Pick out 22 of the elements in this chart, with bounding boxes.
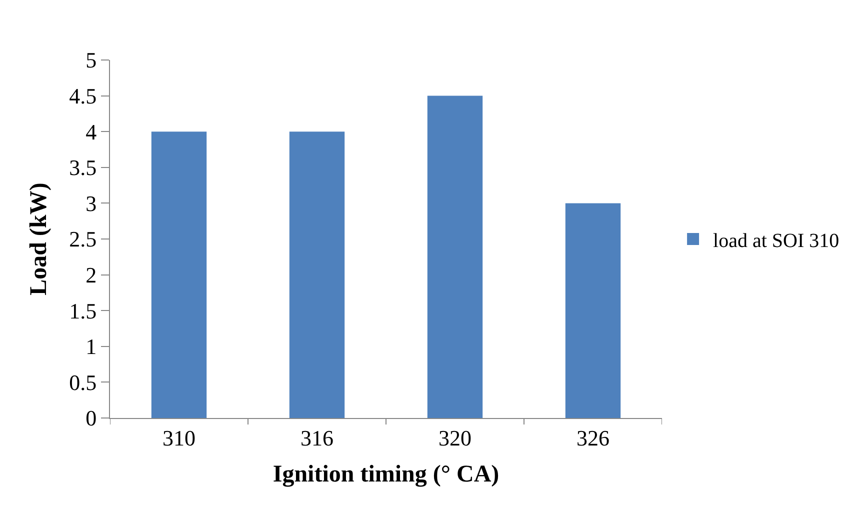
y-tick-label: 0.5 — [69, 370, 97, 395]
y-tick-label: 4.5 — [69, 84, 97, 108]
x-tick-label: 326 — [576, 425, 610, 450]
y-tick-label: 4 — [86, 119, 97, 144]
y-tick-label: 3 — [86, 190, 97, 216]
y-tick-label: 0 — [86, 406, 97, 431]
x-tick-label: 316 — [300, 425, 334, 450]
y-tick-label: 2.5 — [69, 226, 97, 252]
y-tick-label: 2 — [86, 262, 97, 288]
y-axis-title: Load (kW) — [26, 182, 52, 296]
y-tick-label: 5 — [86, 48, 97, 73]
x-tick-label: 320 — [438, 425, 472, 450]
bar — [289, 132, 345, 418]
x-tick-label: 310 — [162, 425, 196, 450]
y-tick-label: 1 — [86, 334, 97, 360]
x-axis-title: Ignition timing (° CA) — [272, 462, 500, 488]
bar — [427, 96, 483, 418]
legend-label: load at SOI 310 — [713, 230, 840, 252]
bar — [565, 203, 621, 418]
y-tick-label: 1.5 — [69, 298, 97, 324]
bar — [151, 132, 207, 418]
y-tick-label: 3.5 — [69, 155, 97, 180]
